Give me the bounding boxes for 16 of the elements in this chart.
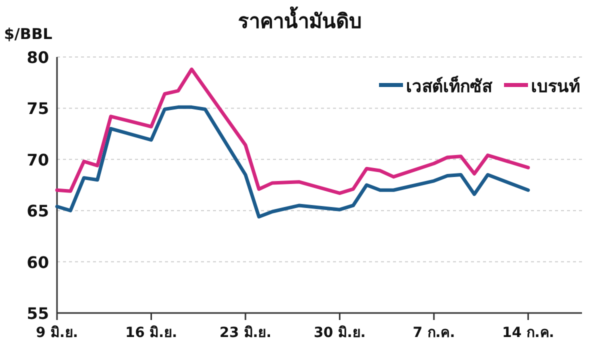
x-tick-label: 7 ก.ค.	[412, 325, 456, 341]
x-tick-label: 16 มิ.ย.	[125, 325, 178, 341]
legend-label: เวสต์เท็กซัส	[406, 74, 493, 97]
x-tick-label: 14 ก.ค.	[502, 325, 554, 341]
y-tick-label: 75	[26, 99, 49, 118]
y-axis-title: $/BBL	[4, 25, 53, 43]
x-tick-label: 30 มิ.ย.	[314, 325, 366, 341]
y-tick-label: 80	[26, 48, 49, 67]
x-tick-label: 9 มิ.ย.	[36, 325, 78, 341]
legend-label: เบรนท์	[531, 76, 580, 97]
y-tick-label: 60	[26, 252, 49, 272]
y-tick-label: 65	[26, 202, 49, 221]
chart-title: ราคาน้ำมันดิบ	[238, 6, 362, 33]
x-tick-label: 23 มิ.ย.	[219, 325, 272, 341]
y-tick-label: 55	[26, 304, 49, 323]
y-tick-label: 70	[26, 150, 49, 170]
